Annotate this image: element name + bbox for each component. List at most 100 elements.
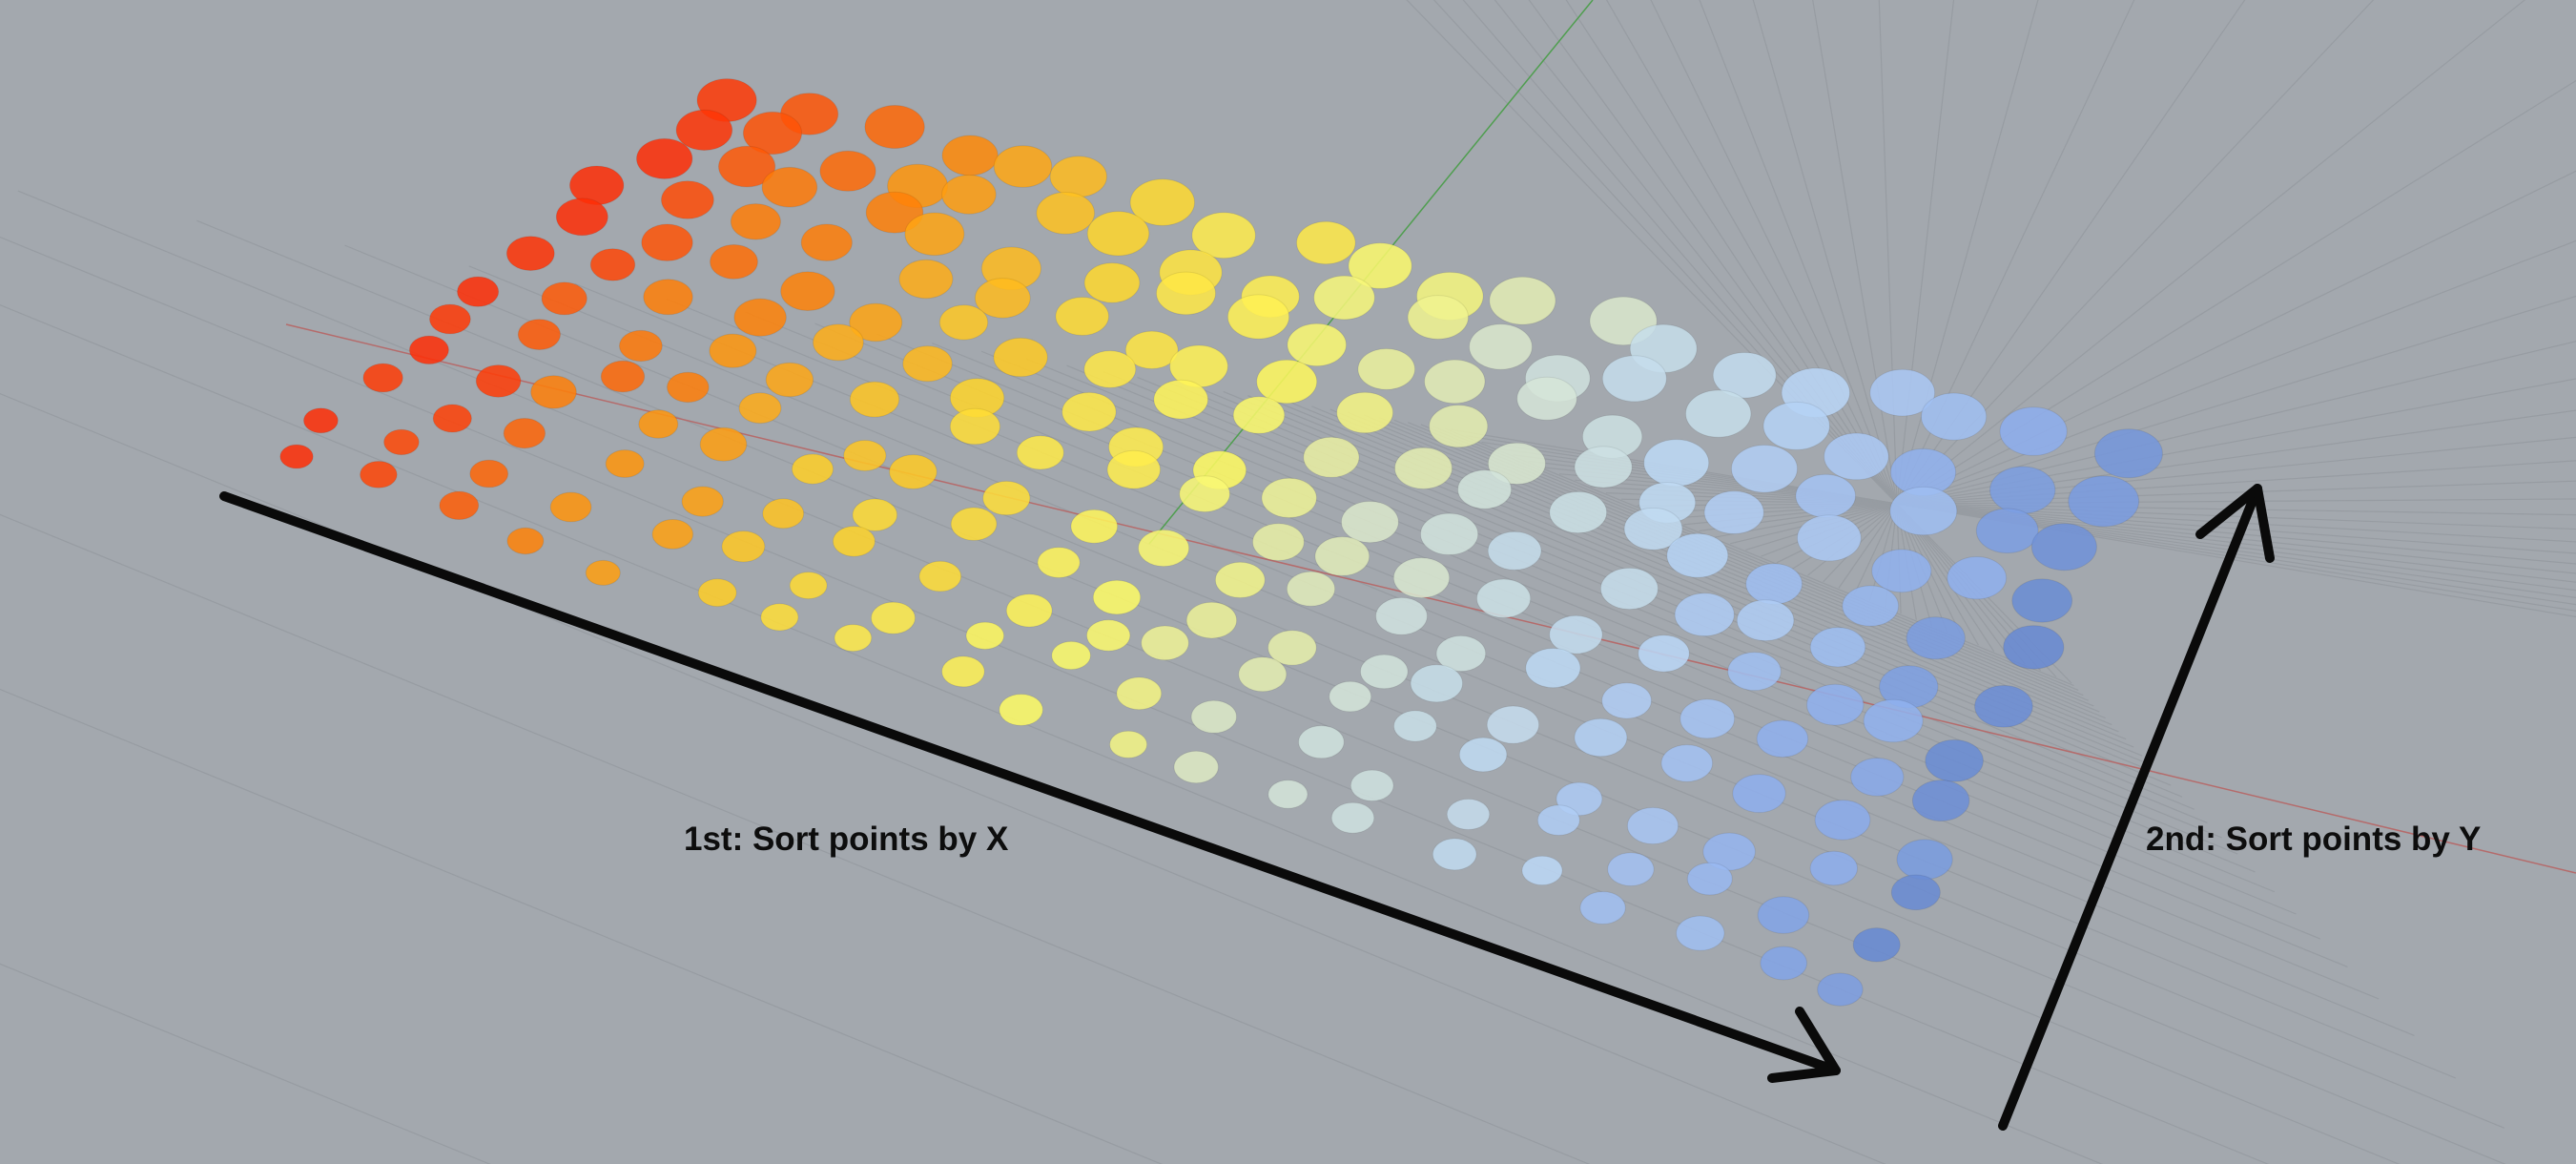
point-marker[interactable] <box>1232 396 1286 434</box>
point-marker[interactable] <box>1666 532 1729 578</box>
point-marker[interactable] <box>1760 946 1807 981</box>
point-marker[interactable] <box>549 491 592 523</box>
point-marker[interactable] <box>999 694 1043 726</box>
point-marker[interactable] <box>949 407 1001 446</box>
point-marker[interactable] <box>1549 490 1608 534</box>
point-marker[interactable] <box>1889 486 1958 536</box>
point-marker[interactable] <box>733 298 787 337</box>
point-marker[interactable] <box>1680 698 1736 739</box>
point-marker[interactable] <box>1410 664 1464 703</box>
point-marker[interactable] <box>1393 710 1437 742</box>
point-marker[interactable] <box>1947 556 2008 600</box>
point-marker[interactable] <box>697 578 737 608</box>
point-marker[interactable] <box>1394 447 1453 489</box>
point-marker[interactable] <box>541 281 587 316</box>
point-marker[interactable] <box>439 490 480 520</box>
point-marker[interactable] <box>503 418 546 449</box>
point-marker[interactable] <box>780 271 835 312</box>
point-marker[interactable] <box>651 519 694 550</box>
point-marker[interactable] <box>1267 630 1317 666</box>
point-marker[interactable] <box>1975 508 2039 554</box>
point-marker[interactable] <box>1516 376 1577 421</box>
point-marker[interactable] <box>1124 330 1179 369</box>
point-marker[interactable] <box>950 507 998 541</box>
point-marker[interactable] <box>506 527 545 555</box>
point-marker[interactable] <box>475 364 522 398</box>
point-marker[interactable] <box>1703 490 1764 534</box>
point-marker[interactable] <box>941 655 985 688</box>
point-marker[interactable] <box>1267 779 1309 809</box>
point-marker[interactable] <box>1660 744 1714 782</box>
point-marker[interactable] <box>1623 507 1683 551</box>
point-marker[interactable] <box>1731 445 1798 493</box>
point-marker[interactable] <box>1809 627 1866 668</box>
point-marker[interactable] <box>1469 323 1533 370</box>
point-marker[interactable] <box>965 621 1005 650</box>
point-marker[interactable] <box>738 392 782 425</box>
point-marker[interactable] <box>429 303 471 335</box>
point-marker[interactable] <box>1806 683 1865 726</box>
point-marker[interactable] <box>834 624 873 653</box>
point-marker[interactable] <box>718 145 776 188</box>
point-marker[interactable] <box>1156 271 1216 316</box>
point-marker[interactable] <box>1446 799 1491 830</box>
point-marker[interactable] <box>1420 512 1479 555</box>
point-marker[interactable] <box>974 278 1031 319</box>
point-marker[interactable] <box>432 404 472 433</box>
point-marker[interactable] <box>1906 616 1966 660</box>
point-marker[interactable] <box>1638 634 1690 673</box>
point-marker[interactable] <box>1173 750 1219 784</box>
point-marker[interactable] <box>941 174 997 215</box>
point-marker[interactable] <box>1871 549 1932 593</box>
point-marker[interactable] <box>1745 563 1803 605</box>
point-marker[interactable] <box>1005 593 1053 628</box>
point-marker[interactable] <box>589 248 636 281</box>
point-marker[interactable] <box>600 360 646 393</box>
point-marker[interactable] <box>1999 406 2068 456</box>
point-marker[interactable] <box>360 461 398 488</box>
point-marker[interactable] <box>819 150 876 192</box>
point-marker[interactable] <box>1185 601 1238 639</box>
point-marker[interactable] <box>1458 737 1508 773</box>
point-marker[interactable] <box>1051 640 1091 671</box>
point-marker[interactable] <box>1574 717 1628 758</box>
point-marker[interactable] <box>1736 599 1795 642</box>
point-marker[interactable] <box>505 236 555 272</box>
point-marker[interactable] <box>1732 774 1786 814</box>
point-marker[interactable] <box>1153 379 1208 420</box>
point-marker[interactable] <box>849 302 903 343</box>
point-marker[interactable] <box>1083 350 1137 388</box>
point-marker[interactable] <box>517 319 562 351</box>
point-marker[interactable] <box>1795 473 1856 518</box>
point-marker[interactable] <box>1252 523 1305 561</box>
point-marker[interactable] <box>1350 769 1394 801</box>
point-marker[interactable] <box>1298 725 1345 759</box>
point-marker[interactable] <box>982 480 1031 516</box>
point-marker[interactable] <box>1061 391 1117 432</box>
point-marker[interactable] <box>1521 855 1563 886</box>
point-marker[interactable] <box>1138 529 1190 568</box>
point-marker[interactable] <box>1686 862 1733 896</box>
point-marker[interactable] <box>1407 295 1470 340</box>
point-marker[interactable] <box>938 304 989 341</box>
point-marker[interactable] <box>1601 355 1667 403</box>
point-marker[interactable] <box>1226 294 1290 340</box>
point-marker[interactable] <box>1896 839 1953 881</box>
point-marker[interactable] <box>1179 475 1230 512</box>
point-marker[interactable] <box>457 276 500 307</box>
point-marker[interactable] <box>408 335 449 364</box>
point-marker[interactable] <box>1296 220 1356 265</box>
point-marker[interactable] <box>1911 779 1970 821</box>
point-marker[interactable] <box>303 407 339 434</box>
point-marker[interactable] <box>1525 648 1581 689</box>
point-marker[interactable] <box>1712 352 1777 399</box>
point-marker[interactable] <box>1850 758 1905 797</box>
point-marker[interactable] <box>1974 685 2033 728</box>
point-marker[interactable] <box>555 197 608 237</box>
point-marker[interactable] <box>383 428 420 456</box>
point-marker[interactable] <box>843 440 887 471</box>
point-marker[interactable] <box>1049 156 1108 198</box>
point-marker[interactable] <box>832 526 876 557</box>
point-marker[interactable] <box>1601 682 1652 719</box>
